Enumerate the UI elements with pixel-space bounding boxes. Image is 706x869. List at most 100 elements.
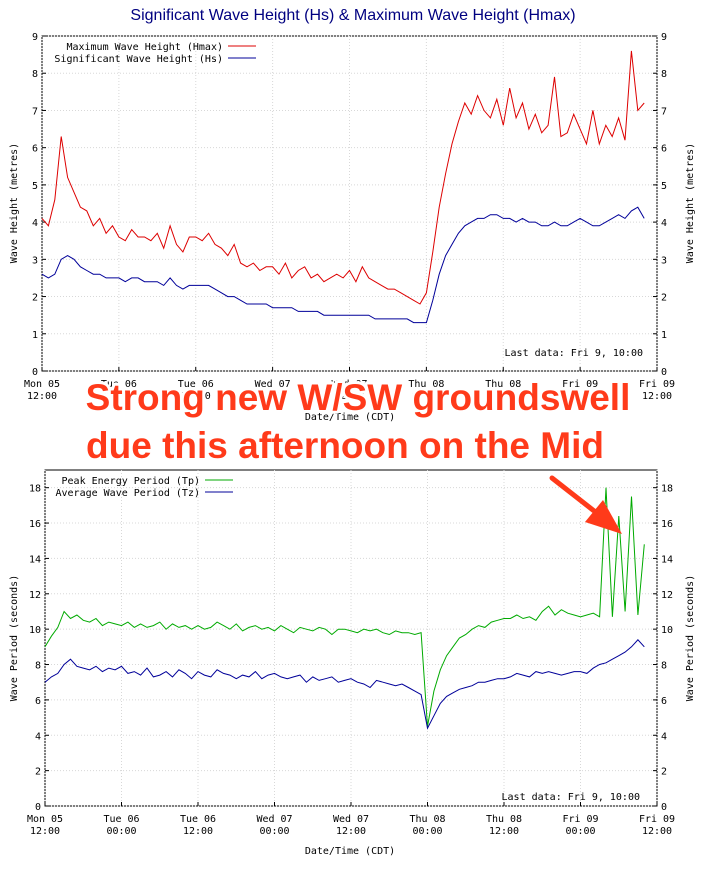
series-line-peak-energy-period-tp <box>44 487 645 727</box>
y-tick-label: 8 <box>661 661 667 672</box>
x-tick-label: 12:00 <box>489 826 519 837</box>
x-tick-label: Mon 05 <box>27 814 63 825</box>
x-tick-label: Thu 08 <box>485 379 521 390</box>
x-tick-label: 12:00 <box>488 391 518 402</box>
y-tick-label: 0 <box>661 802 667 813</box>
bottom-y-ticks-right: 0 2 4 6 8 10 12 14 16 18 <box>653 484 673 813</box>
x-tick-label: Fri 09 <box>639 814 675 825</box>
y-tick-label: 12 <box>661 590 673 601</box>
x-tick-label: 12:00 <box>642 826 672 837</box>
y-tick-label: 6 <box>32 144 38 155</box>
top-series <box>41 50 645 324</box>
bottom-y-axis-label-right: Wave Period (seconds) <box>685 575 696 701</box>
y-tick-label: 6 <box>661 696 667 707</box>
top-last-data: Last data: Fri 9, 10:00 <box>505 348 643 359</box>
y-tick-label: 1 <box>32 330 38 341</box>
top-legend-hmax-label: Maximum Wave Height (Hmax) <box>66 42 223 53</box>
series-line-average-wave-period-tz <box>44 639 645 730</box>
annotation-arrow-head <box>585 500 622 534</box>
x-tick-label: Wed 07 <box>255 379 291 390</box>
x-tick-label: 12:00 <box>27 391 57 402</box>
y-tick-label: 7 <box>32 106 38 117</box>
x-tick-label: Tue 06 <box>103 814 139 825</box>
banner-line-1: Strong new W/SW groundswell <box>86 377 631 418</box>
top-legend-hs-label: Significant Wave Height (Hs) <box>54 54 223 65</box>
top-x-axis-label: Date/Time (CDT) <box>305 412 395 423</box>
annotation-banner: Strong new W/SW groundswell due this aft… <box>83 374 633 534</box>
x-tick-label: 12:00 <box>336 826 366 837</box>
y-tick-label: 14 <box>29 554 41 565</box>
banner-line-2: due this afternoon on the Mid <box>86 425 604 466</box>
x-tick-label: 12:00 <box>334 391 364 402</box>
x-tick-label: 12:00 <box>181 391 211 402</box>
y-tick-label: 10 <box>29 625 41 636</box>
y-tick-label: 3 <box>661 255 667 266</box>
x-tick-label: Wed 07 <box>331 379 367 390</box>
y-tick-label: 8 <box>661 69 667 80</box>
y-tick-label: 6 <box>661 144 667 155</box>
top-grid <box>41 35 658 372</box>
top-y-ticks-left: 0 1 2 3 4 5 6 7 8 9 <box>32 32 46 378</box>
x-tick-label: 12:00 <box>183 826 213 837</box>
x-tick-label: 00:00 <box>411 391 441 402</box>
series-line-maximum-wave-height-hmax <box>41 50 645 305</box>
bottom-y-axis-label-left: Wave Period (seconds) <box>9 575 20 701</box>
y-tick-label: 1 <box>661 330 667 341</box>
y-tick-label: 10 <box>661 625 673 636</box>
y-tick-label: 5 <box>661 181 667 192</box>
top-y-ticks-right: 0 1 2 3 4 5 6 7 8 9 <box>653 32 667 378</box>
y-tick-label: 3 <box>32 255 38 266</box>
y-tick-label: 18 <box>661 484 673 495</box>
y-tick-label: 7 <box>661 106 667 117</box>
y-tick-label: 0 <box>35 802 41 813</box>
bottom-y-ticks-left: 0 2 4 6 8 10 12 14 16 18 <box>29 484 49 813</box>
y-tick-label: 2 <box>35 767 41 778</box>
bottom-legend: Peak Energy Period (Tp) Average Wave Per… <box>56 476 233 499</box>
x-tick-label: Thu 08 <box>409 814 445 825</box>
x-tick-label: Fri 09 <box>639 379 675 390</box>
y-tick-label: 9 <box>32 32 38 43</box>
top-y-axis-label-left: Wave Height (metres) <box>9 143 20 263</box>
x-tick-label: Thu 08 <box>408 379 444 390</box>
y-tick-label: 16 <box>661 519 673 530</box>
top-chart-title: Significant Wave Height (Hs) & Maximum W… <box>130 7 575 24</box>
y-tick-label: 0 <box>661 367 667 378</box>
y-tick-label: 14 <box>661 554 673 565</box>
x-tick-label: 00:00 <box>258 391 288 402</box>
y-tick-label: 4 <box>35 731 41 742</box>
bottom-last-data: Last data: Fri 9, 10:00 <box>502 792 640 803</box>
y-tick-label: 18 <box>29 484 41 495</box>
y-tick-label: 0 <box>32 367 38 378</box>
y-tick-label: 4 <box>661 218 667 229</box>
x-tick-label: 00:00 <box>259 826 289 837</box>
y-tick-label: 8 <box>32 69 38 80</box>
x-tick-label: 12:00 <box>30 826 60 837</box>
x-tick-label: Wed 07 <box>333 814 369 825</box>
y-tick-label: 6 <box>35 696 41 707</box>
x-tick-label: Mon 05 <box>24 379 60 390</box>
x-tick-label: 00:00 <box>106 826 136 837</box>
y-tick-label: 4 <box>32 218 38 229</box>
x-tick-label: 12:00 <box>642 391 672 402</box>
y-tick-label: 12 <box>29 590 41 601</box>
x-tick-label: 00:00 <box>412 826 442 837</box>
y-tick-label: 9 <box>661 32 667 43</box>
annotation-arrow-shaft <box>549 475 601 517</box>
bottom-legend-tp-label: Peak Energy Period (Tp) <box>62 476 200 487</box>
y-tick-label: 4 <box>661 731 667 742</box>
x-tick-label: Tue 06 <box>180 814 216 825</box>
x-tick-label: Tue 06 <box>101 379 137 390</box>
x-tick-label: Thu 08 <box>486 814 522 825</box>
series-line-significant-wave-height-hs <box>41 206 645 324</box>
y-tick-label: 16 <box>29 519 41 530</box>
x-tick-label: Tue 06 <box>178 379 214 390</box>
y-tick-label: 2 <box>661 767 667 778</box>
top-y-axis-label-right: Wave Height (metres) <box>685 143 696 263</box>
x-tick-label: 00:00 <box>565 391 595 402</box>
x-tick-label: 00:00 <box>565 826 595 837</box>
